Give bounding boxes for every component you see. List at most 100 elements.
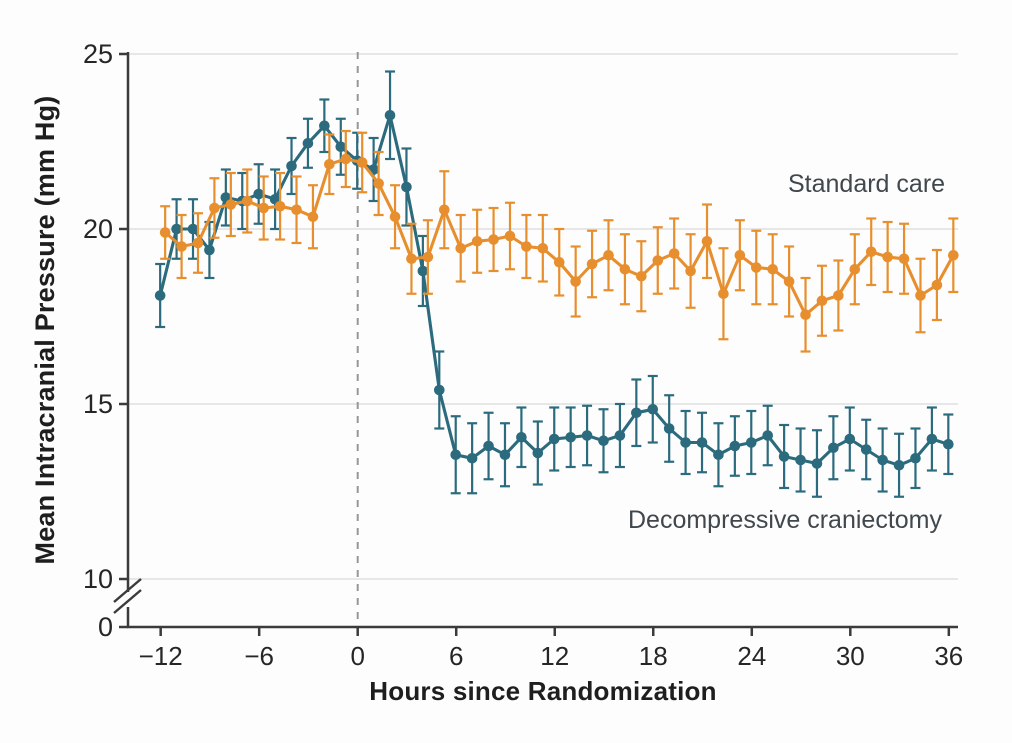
data-point (603, 249, 614, 261)
data-point (750, 262, 762, 273)
data-point (291, 204, 302, 216)
data-point (570, 276, 581, 287)
data-point (745, 437, 757, 448)
data-point (865, 246, 877, 258)
data-point (668, 248, 680, 259)
data-point (488, 234, 499, 245)
x-tick-label: 24 (737, 641, 766, 671)
data-point (471, 235, 483, 247)
data-point (734, 249, 746, 261)
data-point (204, 244, 215, 256)
data-point (417, 265, 429, 277)
data-point (565, 431, 576, 443)
data-point (926, 433, 938, 445)
data-point (795, 454, 806, 466)
data-point (521, 241, 532, 252)
data-point (877, 454, 888, 466)
data-point (811, 458, 823, 469)
data-point (816, 295, 828, 307)
data-point (783, 276, 795, 287)
data-point (373, 178, 384, 189)
data-point (636, 270, 647, 282)
data-point (619, 263, 631, 275)
data-point (466, 452, 478, 464)
y-tick-label: 25 (83, 39, 113, 69)
x-axis-title: Hours since Randomization (369, 676, 717, 706)
data-point (187, 223, 199, 235)
x-tick-label: 18 (639, 641, 668, 671)
data-point (537, 242, 549, 254)
data-point (516, 431, 527, 443)
y-tick-label: 0 (98, 612, 113, 642)
data-point (882, 251, 893, 263)
y-axis-title: Mean Intracranial Pressure (mm Hg) (30, 95, 60, 565)
data-point (307, 211, 319, 223)
axis-break-slash (113, 589, 142, 614)
y-tick-label: 10 (83, 564, 113, 594)
y-tick-label: 15 (83, 389, 113, 419)
data-point (455, 242, 467, 254)
data-point (800, 309, 811, 321)
x-tick-label: −12 (139, 641, 183, 671)
data-point (586, 258, 598, 270)
data-point (943, 438, 954, 450)
series-decompressive-craniectomy (154, 70, 954, 498)
data-point (729, 440, 741, 452)
data-point (898, 253, 910, 265)
data-point (171, 223, 182, 235)
data-point (713, 449, 724, 461)
data-point (598, 435, 609, 447)
data-point (356, 157, 368, 168)
data-point (647, 403, 659, 415)
data-point (319, 120, 330, 132)
data-point (192, 237, 204, 249)
data-point (483, 440, 494, 452)
legend-decompressive-craniectomy: Decompressive craniectomy (628, 506, 942, 534)
data-point (340, 153, 352, 165)
data-point (335, 141, 347, 153)
data-point (685, 265, 696, 277)
x-tick-label: 0 (350, 641, 364, 671)
data-point (401, 181, 412, 193)
data-point (274, 200, 286, 212)
data-point (302, 137, 314, 149)
data-point (324, 158, 335, 170)
data-point (225, 199, 237, 210)
x-tick-label: −6 (244, 641, 274, 671)
data-point (833, 290, 844, 301)
gridlines (128, 53, 958, 580)
data-point (176, 241, 187, 252)
data-point (532, 447, 544, 459)
data-point (893, 459, 905, 471)
data-point (450, 449, 462, 461)
data-point (553, 256, 565, 268)
data-point (844, 433, 856, 445)
data-point (931, 279, 943, 291)
data-point (778, 451, 790, 462)
series-standard-care (159, 129, 959, 353)
data-point (663, 423, 675, 434)
data-point (384, 109, 396, 121)
data-point (948, 249, 959, 261)
data-point (614, 430, 626, 441)
data-point (718, 288, 729, 300)
data-point (860, 444, 872, 455)
data-point (828, 442, 839, 454)
data-point (652, 255, 664, 266)
data-point (439, 204, 450, 216)
data-point (159, 227, 171, 238)
data-point (762, 430, 773, 441)
legend-standard-care: Standard care (788, 170, 946, 198)
x-tick-label: 30 (836, 641, 865, 671)
x-tick-label: 36 (934, 641, 963, 671)
data-point (154, 290, 166, 301)
data-point (286, 160, 297, 172)
data-point (910, 452, 921, 464)
data-point (504, 230, 516, 242)
data-point (253, 188, 264, 200)
x-tick-label: 6 (449, 641, 463, 671)
data-point (258, 202, 269, 214)
data-point (680, 437, 691, 448)
